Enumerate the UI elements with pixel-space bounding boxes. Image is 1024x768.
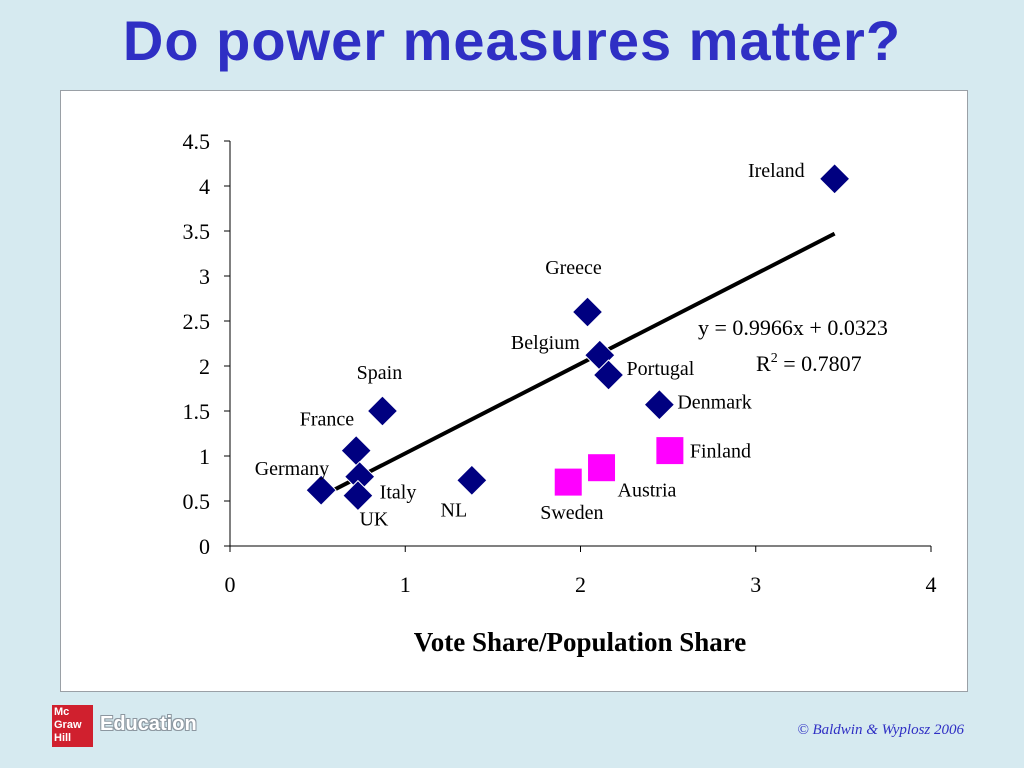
data-point-square bbox=[587, 453, 617, 483]
x-tick-label: 3 bbox=[750, 572, 761, 597]
data-point-square bbox=[655, 436, 685, 466]
data-point-diamond bbox=[643, 388, 676, 421]
point-label: Spain bbox=[357, 362, 403, 384]
axes bbox=[224, 140, 932, 552]
y-tick-label: 3 bbox=[199, 264, 210, 289]
chart-frame: 0 0.5 1 1.5 2 2.5 3 3.5 4 4.5 0 1 2 3 4 Ireland Greece B… bbox=[60, 90, 968, 692]
data-points bbox=[305, 163, 851, 512]
x-tick-label: 2 bbox=[575, 572, 586, 597]
y-tick-label: 0.5 bbox=[183, 489, 211, 514]
logo-line-1: Mc bbox=[54, 706, 70, 718]
y-tick-label: 0 bbox=[199, 534, 210, 559]
data-point-diamond bbox=[592, 359, 625, 391]
copyright-notice: © Baldwin & Wyplosz 2006 bbox=[797, 722, 964, 738]
point-label: Sweden bbox=[540, 502, 603, 524]
point-label: UK bbox=[359, 509, 388, 531]
point-label: Austria bbox=[618, 480, 677, 502]
x-tick-label: 4 bbox=[926, 572, 937, 597]
data-point-diamond bbox=[818, 163, 851, 195]
y-tick-label: 4.5 bbox=[183, 129, 211, 154]
x-tick-label: 0 bbox=[225, 572, 236, 597]
data-point-diamond bbox=[571, 296, 604, 328]
y-axis-label: Budget Share/Population Share bbox=[121, 171, 151, 535]
data-point-diamond bbox=[340, 434, 372, 467]
y-tick-label: 3.5 bbox=[183, 219, 211, 244]
point-label: France bbox=[300, 409, 355, 431]
point-label: Finland bbox=[690, 441, 751, 463]
y-tick-label: 2.5 bbox=[183, 309, 211, 334]
point-label: Ireland bbox=[748, 160, 805, 182]
data-point-diamond bbox=[366, 395, 399, 427]
education-logo-text: Education bbox=[100, 713, 197, 735]
data-point-square bbox=[553, 467, 583, 497]
scatter-chart: 0 0.5 1 1.5 2 2.5 3 3.5 4 4.5 0 1 2 3 4 Ireland Greece B… bbox=[121, 129, 937, 657]
x-tick-label: 1 bbox=[400, 572, 411, 597]
mcgraw-hill-logo: Mc Graw Hill bbox=[52, 705, 93, 747]
logo-line-3: Hill bbox=[54, 732, 72, 744]
point-label: Greece bbox=[545, 257, 602, 279]
data-point-diamond bbox=[456, 464, 488, 497]
trendline-equation: y = 0.9966x + 0.0323 bbox=[698, 315, 888, 340]
slide-title: Do power measures matter? bbox=[122, 9, 902, 72]
x-axis-label: Vote Share/Population Share bbox=[414, 627, 747, 657]
point-label: Italy bbox=[380, 482, 417, 504]
trendline bbox=[320, 231, 836, 499]
y-tick-label: 2 bbox=[199, 354, 210, 379]
y-tick-label: 1.5 bbox=[183, 399, 211, 424]
data-point-diamond bbox=[305, 474, 337, 506]
y-tick-label: 4 bbox=[199, 174, 210, 199]
data-point-diamond bbox=[342, 479, 374, 512]
tick-labels: 0 0.5 1 1.5 2 2.5 3 3.5 4 4.5 0 1 2 3 4 bbox=[183, 129, 937, 597]
trendline-r-squared: R2 = 0.7807 bbox=[756, 351, 862, 376]
point-label: NL bbox=[441, 499, 468, 521]
point-label: Portugal bbox=[627, 358, 695, 380]
point-label: Denmark bbox=[677, 392, 751, 414]
trendline-group bbox=[320, 231, 836, 499]
point-label: Belgium bbox=[511, 332, 580, 354]
y-tick-label: 1 bbox=[199, 444, 210, 469]
logo-line-2: Graw bbox=[54, 719, 82, 731]
point-labels: Ireland Greece Belgium Portugal Denmark Spain… bbox=[255, 160, 805, 531]
point-label: Germany bbox=[255, 458, 329, 480]
